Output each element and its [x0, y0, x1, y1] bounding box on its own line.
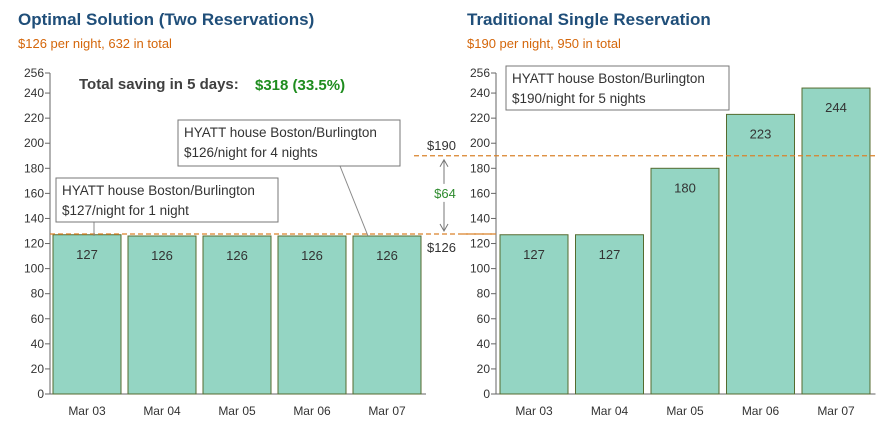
right-annotation-text: HYATT house Boston/Burlington — [512, 71, 705, 86]
left-bar — [352, 235, 422, 395]
difference-arrow-head-up — [439, 158, 449, 168]
right-bar — [726, 113, 795, 395]
left-chart-subtitle: $126 per night, 632 in total — [18, 36, 172, 51]
left-y-tick-label: 240 — [24, 86, 44, 100]
left-annotation-text: HYATT house Boston/Burlington — [62, 183, 255, 198]
right-y-tick-label: 140 — [470, 211, 490, 225]
left-bar-value-label: 126 — [151, 248, 173, 263]
left-y-tick-label: 80 — [31, 287, 45, 301]
right-annotation-box — [505, 65, 730, 111]
right-y-tick-label: 0 — [483, 387, 490, 401]
left-y-tick-label: 40 — [31, 337, 45, 351]
left-y-tick-label: 140 — [24, 211, 44, 225]
right-x-tick-label: Mar 06 — [742, 404, 780, 418]
left-annotation-pointer — [339, 165, 369, 237]
left-y-tick-label: 120 — [24, 237, 44, 251]
left-y-tick-label: 100 — [24, 262, 44, 276]
difference-label-bg — [432, 183, 458, 202]
left-annotation-box — [55, 177, 279, 223]
right-y-tick-label: 240 — [470, 86, 490, 100]
saving-label: Total saving in 5 days: — [79, 76, 239, 93]
right-y-tick-label: 20 — [477, 362, 491, 376]
right-chart-title: Traditional Single Reservation — [467, 10, 711, 29]
left-bar — [127, 235, 197, 395]
left-y-tick-label: 180 — [24, 161, 44, 175]
left-x-tick-label: Mar 04 — [143, 404, 181, 418]
right-y-tick-label: 40 — [477, 337, 491, 351]
left-y-tick-label: 60 — [31, 312, 45, 326]
left-bar-value-label: 126 — [301, 248, 323, 263]
right-bar — [801, 87, 871, 395]
right-bar — [575, 234, 644, 395]
right-y-tick-label: 100 — [470, 262, 490, 276]
right-y-tick-label: 60 — [477, 312, 491, 326]
right-annotation-text: $190/night for 5 nights — [512, 91, 646, 106]
right-chart-subtitle: $190 per night, 950 in total — [467, 36, 621, 51]
left-y-tick-label: 20 — [31, 362, 45, 376]
difference-label: $64 — [434, 186, 456, 201]
right-y-tick-label: 80 — [477, 287, 491, 301]
left-bar-value-label: 127 — [76, 247, 98, 262]
right-x-tick-label: Mar 03 — [515, 404, 553, 418]
left-bar-value-label: 126 — [376, 248, 398, 263]
right-bar — [499, 234, 569, 395]
right-y-tick-label: 160 — [470, 186, 490, 200]
right-bar-value-label: 127 — [599, 247, 621, 262]
reference-label-190: $190 — [427, 138, 456, 153]
left-y-tick-label: 256 — [24, 66, 44, 80]
right-bar-value-label: 223 — [750, 126, 772, 141]
right-y-tick-label: 120 — [470, 237, 490, 251]
right-x-tick-label: Mar 05 — [666, 404, 704, 418]
left-annotation-text: $126/night for 4 nights — [184, 145, 318, 160]
right-bar-value-label: 244 — [825, 100, 847, 115]
left-x-tick-label: Mar 03 — [68, 404, 106, 418]
left-chart-title: Optimal Solution (Two Reservations) — [18, 10, 315, 29]
reference-label-126: $126 — [427, 240, 456, 255]
difference-arrow-head-down — [439, 223, 449, 233]
right-y-tick-label: 256 — [470, 66, 490, 80]
left-y-tick-label: 200 — [24, 136, 44, 150]
left-y-tick-label: 160 — [24, 186, 44, 200]
left-annotation-box — [177, 119, 401, 167]
right-bar-value-label: 127 — [523, 247, 545, 262]
right-x-tick-label: Mar 07 — [817, 404, 855, 418]
left-annotation-text: $127/night for 1 night — [62, 203, 189, 218]
left-y-tick-label: 220 — [24, 111, 44, 125]
left-y-tick-label: 0 — [37, 387, 44, 401]
right-bar — [650, 167, 720, 395]
left-bar — [202, 235, 272, 395]
left-x-tick-label: Mar 07 — [368, 404, 406, 418]
right-bar-value-label: 180 — [674, 180, 696, 195]
right-y-tick-label: 200 — [470, 136, 490, 150]
left-bar — [52, 234, 122, 395]
left-bar-value-label: 126 — [226, 248, 248, 263]
right-x-tick-label: Mar 04 — [591, 404, 629, 418]
right-y-tick-label: 220 — [470, 111, 490, 125]
left-x-tick-label: Mar 05 — [218, 404, 256, 418]
left-annotation-text: HYATT house Boston/Burlington — [184, 125, 377, 140]
left-bar — [277, 235, 347, 395]
saving-value: $318 (33.5%) — [255, 77, 345, 94]
right-y-tick-label: 180 — [470, 161, 490, 175]
left-x-tick-label: Mar 06 — [293, 404, 331, 418]
